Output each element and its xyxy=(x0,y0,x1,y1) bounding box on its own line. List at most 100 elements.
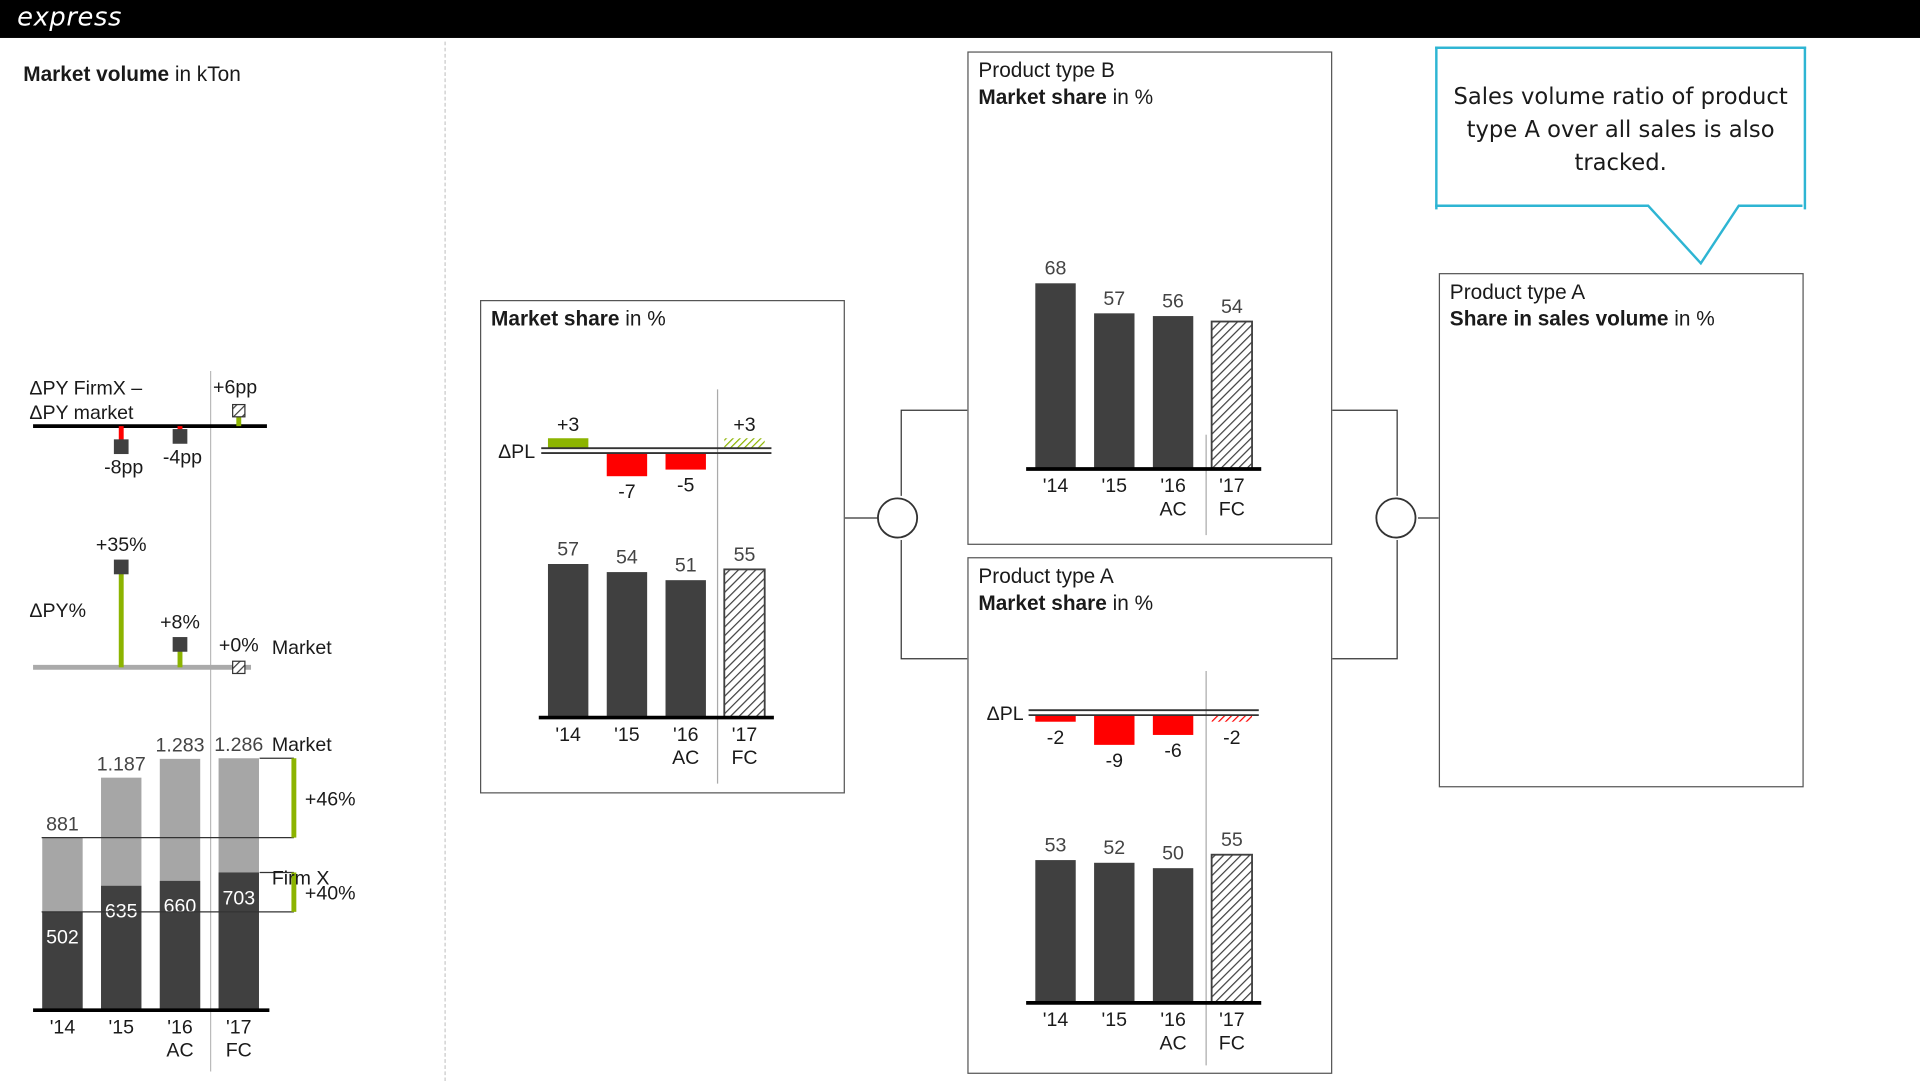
axis-sub-label: FC xyxy=(226,1040,252,1062)
growth-pin xyxy=(177,644,183,668)
axis-sub-label: AC xyxy=(1159,499,1186,521)
delta-pin-head xyxy=(232,403,246,418)
share-bar xyxy=(1210,320,1253,470)
share-value-label: 53 xyxy=(1045,835,1067,857)
share-bar xyxy=(1035,283,1076,469)
panel-title: Market share in % xyxy=(491,307,666,331)
share-bar xyxy=(606,572,648,718)
delta-pl-label: -9 xyxy=(1106,750,1123,772)
axis-tick-label: '14 xyxy=(1043,475,1069,497)
share-bar xyxy=(1094,862,1135,1003)
delta-pin-head xyxy=(113,439,129,455)
axis-sub-label: FC xyxy=(1219,1032,1245,1054)
delta-pl-bar xyxy=(1094,715,1135,745)
axis-sub-label: AC xyxy=(166,1040,193,1062)
delta-pl-bar xyxy=(606,453,648,477)
market-series-label: Market xyxy=(272,734,332,756)
axis-tick-label: '17 xyxy=(732,724,758,746)
share-bar xyxy=(547,564,589,718)
brand-logo: express xyxy=(17,2,122,32)
growth-pin xyxy=(118,566,124,668)
market-share-panel: Market share in % xyxy=(480,300,845,794)
share-value-label: 68 xyxy=(1045,258,1067,280)
delta-pl-label: -2 xyxy=(1223,727,1240,749)
market-value-label: 1.286 xyxy=(214,734,263,756)
connector-line xyxy=(1331,409,1398,496)
growth-value-label: +35% xyxy=(96,534,147,556)
firm-volume-bar xyxy=(159,880,201,1011)
delta-pl-axis-label: ΔPL xyxy=(498,441,535,463)
market-value-label: 1.187 xyxy=(97,753,146,775)
delta-pin xyxy=(236,410,242,427)
panel-title: Product type B Market share in % xyxy=(978,58,1154,109)
junction-circle xyxy=(1375,497,1417,539)
axis-tick-label: '14 xyxy=(1043,1009,1069,1031)
growth-pin-head xyxy=(172,637,188,652)
axis-sub-label: AC xyxy=(672,747,699,769)
axis-tick-label: '14 xyxy=(50,1016,76,1038)
firm-value-label: 502 xyxy=(46,927,79,949)
axis-sub-label: FC xyxy=(1219,499,1245,521)
sales-share-panel: Product type A Share in sales volume in % xyxy=(1438,273,1804,788)
share-value-label: 52 xyxy=(1103,837,1125,859)
market-value-label: 1.283 xyxy=(156,735,205,757)
growth-pin-head xyxy=(113,559,129,575)
delta-pl-label: -5 xyxy=(677,475,695,497)
delta-pin xyxy=(118,426,124,447)
delta-pl-bar xyxy=(1152,715,1194,735)
callout-text: Sales volume ratio of product type A ove… xyxy=(1453,84,1788,177)
axis-tick-label: '16 xyxy=(167,1016,193,1038)
axis-sub-label: AC xyxy=(1159,1032,1186,1054)
firm-series-label: Firm X xyxy=(272,868,330,890)
axis-tick-label: '14 xyxy=(555,724,581,746)
growth-value-label: +0% xyxy=(219,634,259,656)
delta-pl-bar xyxy=(665,453,706,470)
connector-line xyxy=(900,409,968,496)
delta-axis-label: ΔPY FirmX – xyxy=(29,377,142,399)
share-value-label: 57 xyxy=(557,538,579,560)
share-bar xyxy=(1210,853,1253,1004)
share-value-label: 55 xyxy=(1221,829,1243,851)
delta-pl-label: +3 xyxy=(557,414,579,436)
axis-tick-label: '15 xyxy=(108,1016,134,1038)
market-value-label: 881 xyxy=(46,813,79,835)
axis-tick-label: '15 xyxy=(1102,1009,1128,1031)
growth-market-bracket xyxy=(291,758,297,838)
firm-value-label: 703 xyxy=(222,887,255,909)
delta-pl-bar xyxy=(547,438,589,449)
market-series-label: Market xyxy=(272,637,332,659)
connector-line xyxy=(900,540,968,660)
section-divider xyxy=(444,41,446,1081)
delta-pl-bar xyxy=(724,438,765,449)
delta-pl-label: -7 xyxy=(618,481,635,503)
delta-pl-bar xyxy=(1035,715,1076,722)
growth-market-label: +46% xyxy=(305,788,356,810)
junction-circle xyxy=(877,497,919,539)
share-bar xyxy=(1094,313,1135,469)
connector-line xyxy=(1331,540,1398,660)
share-value-label: 57 xyxy=(1103,288,1125,310)
delta-pl-label: -2 xyxy=(1047,727,1064,749)
axis-tick-label: '15 xyxy=(614,724,640,746)
delta-pl-bar xyxy=(1211,715,1253,722)
axis-tick-label: '16 xyxy=(1160,1009,1186,1031)
firm-volume-bar xyxy=(42,911,83,1011)
delta-pl-label: +3 xyxy=(733,414,755,436)
header-bar: express xyxy=(0,0,1920,38)
share-value-label: 54 xyxy=(1221,296,1243,318)
share-bar xyxy=(665,580,706,718)
panel-title: Product type A Share in sales volume in % xyxy=(1449,280,1715,331)
delta-axis-label: ΔPY market xyxy=(29,402,134,424)
product-a-panel: Product type A Market share in % xyxy=(967,557,1333,1074)
share-bar xyxy=(1152,316,1194,469)
pct-axis-label: ΔPY% xyxy=(29,600,86,622)
share-bar xyxy=(1152,868,1194,1003)
callout-pointer xyxy=(1435,204,1803,266)
share-value-label: 50 xyxy=(1162,843,1184,865)
delta-pl-label: -6 xyxy=(1164,740,1182,762)
delta-value-label: +6pp xyxy=(213,377,257,399)
share-value-label: 54 xyxy=(616,547,638,569)
share-value-label: 51 xyxy=(675,555,697,577)
